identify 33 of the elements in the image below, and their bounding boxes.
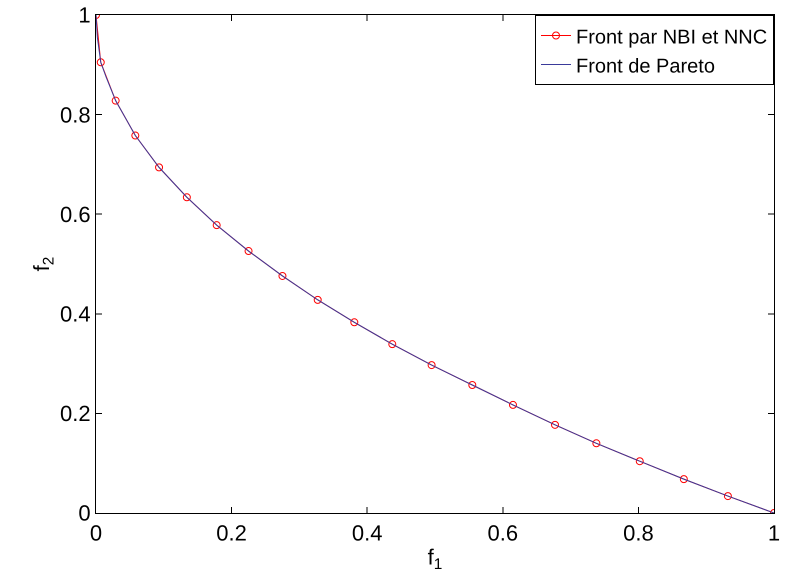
point [278, 272, 286, 280]
legend-label: Front par NBI et NNC [576, 26, 768, 48]
x-axis-title: f$_{1}$ [428, 544, 442, 573]
point [314, 296, 322, 304]
point [388, 340, 396, 348]
x-tick-label: 0.8 [623, 520, 654, 546]
point [131, 132, 140, 140]
point [680, 475, 688, 484]
point [244, 247, 253, 256]
point [212, 221, 221, 230]
point [636, 457, 644, 466]
x-tick-label: 0.2 [216, 520, 247, 546]
point [155, 163, 164, 172]
point [96, 58, 105, 66]
y-tick-label: 0.4 [60, 302, 91, 326]
y-tick-label: 0 [78, 500, 91, 526]
point [508, 400, 517, 409]
x-tick-label: 0.4 [352, 520, 382, 546]
legend-label: Front de Pareto [576, 55, 715, 78]
point [724, 492, 732, 500]
y-tick-label: 0.6 [60, 202, 91, 227]
point [468, 381, 476, 390]
y-tick-label: 0.2 [60, 401, 91, 426]
point [112, 96, 120, 105]
y-tick-label: 1 [78, 2, 91, 28]
point [551, 420, 560, 429]
x-tick-label: 0.6 [488, 520, 518, 546]
point [350, 318, 358, 326]
x-tick-label: 1 [768, 520, 780, 546]
point [592, 439, 600, 448]
point [182, 193, 191, 202]
point [428, 361, 436, 370]
y-tick-label: 0.8 [60, 102, 91, 128]
